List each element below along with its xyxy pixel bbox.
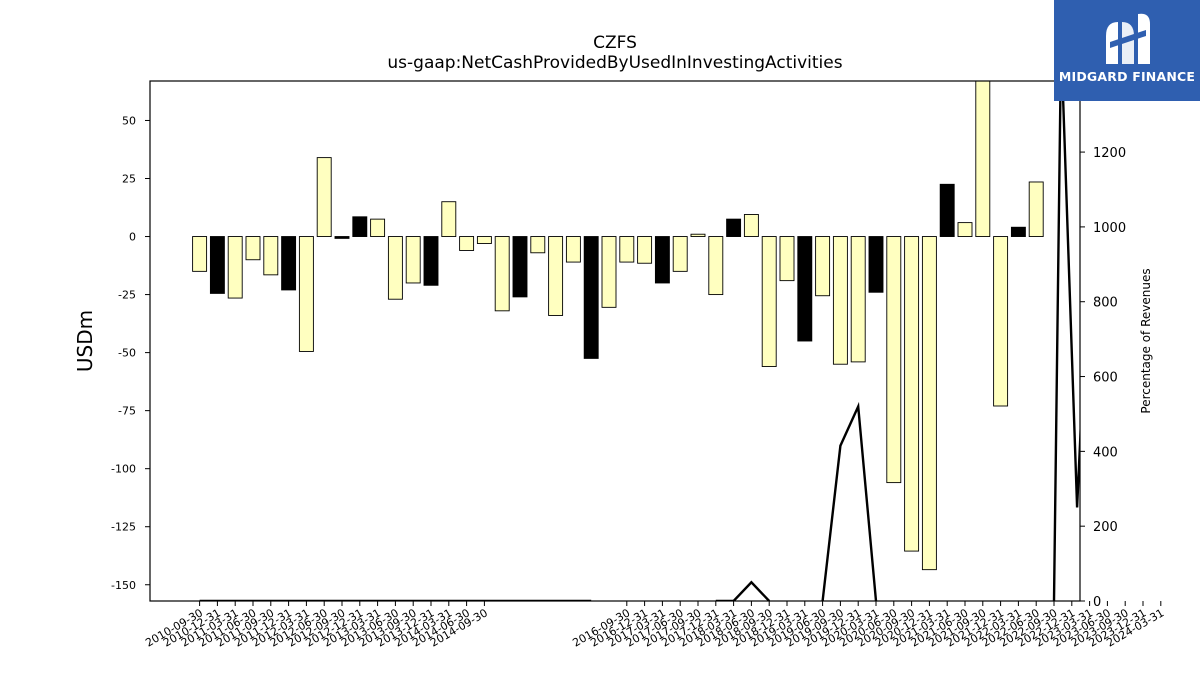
right-axis: 0 200 400 600 800 1000 1200 <box>1080 146 1126 610</box>
bar-29 <box>708 236 724 296</box>
y2-axis-label: Percentage of Revenues <box>1139 268 1153 413</box>
bar-16 <box>476 236 492 244</box>
bar-25 <box>637 236 653 264</box>
line-segment <box>1116 40 1121 601</box>
y2-tick-label: 0 <box>1093 595 1101 610</box>
bar-38 <box>868 236 884 293</box>
bar-20 <box>548 236 564 316</box>
y2-tick-label: 200 <box>1093 520 1118 535</box>
bar-9 <box>352 216 368 237</box>
bar-26 <box>654 236 670 284</box>
bar-30 <box>726 218 742 237</box>
bar-2 <box>227 236 243 299</box>
bar-44 <box>975 81 991 237</box>
line-segment <box>1052 81 1080 601</box>
bar-31 <box>743 214 759 237</box>
bar-18 <box>512 236 528 298</box>
bar-35 <box>815 236 831 297</box>
bar-40 <box>904 236 920 552</box>
bar-6 <box>298 236 314 352</box>
bar-43 <box>957 222 973 237</box>
bar-23 <box>601 236 617 308</box>
plot-frame <box>149 80 1081 602</box>
bar-4 <box>263 236 279 276</box>
y-tick-label: -75 <box>118 405 136 418</box>
y2-tick-label: 800 <box>1093 296 1118 311</box>
bar-11 <box>387 236 403 300</box>
chart-title: CZFS <box>593 33 637 53</box>
y-tick-label: -150 <box>111 579 136 592</box>
bar-27 <box>672 236 688 272</box>
y2-tick-label: 1200 <box>1093 146 1126 161</box>
bar-8 <box>334 236 350 239</box>
y-tick-label: 25 <box>122 173 136 186</box>
bar-24 <box>619 236 635 263</box>
y-tick-label: -125 <box>111 521 136 534</box>
y-tick-label: 0 <box>129 231 136 244</box>
bar-28 <box>690 233 706 237</box>
bar-32 <box>761 236 777 367</box>
bar-45 <box>993 236 1009 407</box>
bar-12 <box>405 236 421 284</box>
y-tick-label: -50 <box>118 347 136 360</box>
line-segment <box>821 401 878 601</box>
line-segment <box>715 580 771 601</box>
bar-19 <box>530 236 546 254</box>
bar-33 <box>779 236 795 282</box>
bar-36 <box>832 236 848 365</box>
bar-37 <box>850 236 866 363</box>
bar-5 <box>281 236 297 291</box>
bar-22 <box>583 236 599 359</box>
y-axis-label: USDm <box>73 310 97 372</box>
y-tick-label: -25 <box>118 289 136 302</box>
logo-brand-text: MIDGARD FINANCE <box>1058 69 1196 84</box>
midgard-logo-icon <box>1106 13 1150 64</box>
bar-13 <box>423 236 439 286</box>
bar-39 <box>886 236 902 484</box>
left-axis: 50 25 0 -25 -50 -75 -100 -125 -150 <box>111 114 150 592</box>
bar-3 <box>245 236 261 261</box>
y2-tick-label: 600 <box>1093 371 1118 386</box>
x-axis: 2010-09-302010-12-312011-03-312011-06-30… <box>143 601 1166 650</box>
bars-layer <box>192 81 1044 571</box>
bar-47 <box>1028 181 1044 237</box>
bar-34 <box>797 236 813 342</box>
y2-tick-label: 400 <box>1093 445 1118 460</box>
bar-42 <box>939 183 955 237</box>
y2-tick-label: 1000 <box>1093 221 1126 236</box>
logo: MIDGARD FINANCE <box>1054 0 1200 101</box>
bar-17 <box>494 236 510 312</box>
bar-10 <box>370 218 386 237</box>
chart-subtitle: us-gaap:NetCashProvidedByUsedInInvesting… <box>387 53 843 73</box>
line-layer <box>199 40 1121 601</box>
y-tick-label: -100 <box>111 463 136 476</box>
bar-41 <box>921 236 937 571</box>
y-tick-label: 50 <box>122 114 136 127</box>
bar-46 <box>1010 226 1026 237</box>
bar-7 <box>316 157 332 237</box>
bar-14 <box>441 201 457 237</box>
bar-21 <box>565 236 581 263</box>
bar-1 <box>209 236 225 294</box>
bar-0 <box>192 236 208 272</box>
bar-15 <box>459 236 475 251</box>
